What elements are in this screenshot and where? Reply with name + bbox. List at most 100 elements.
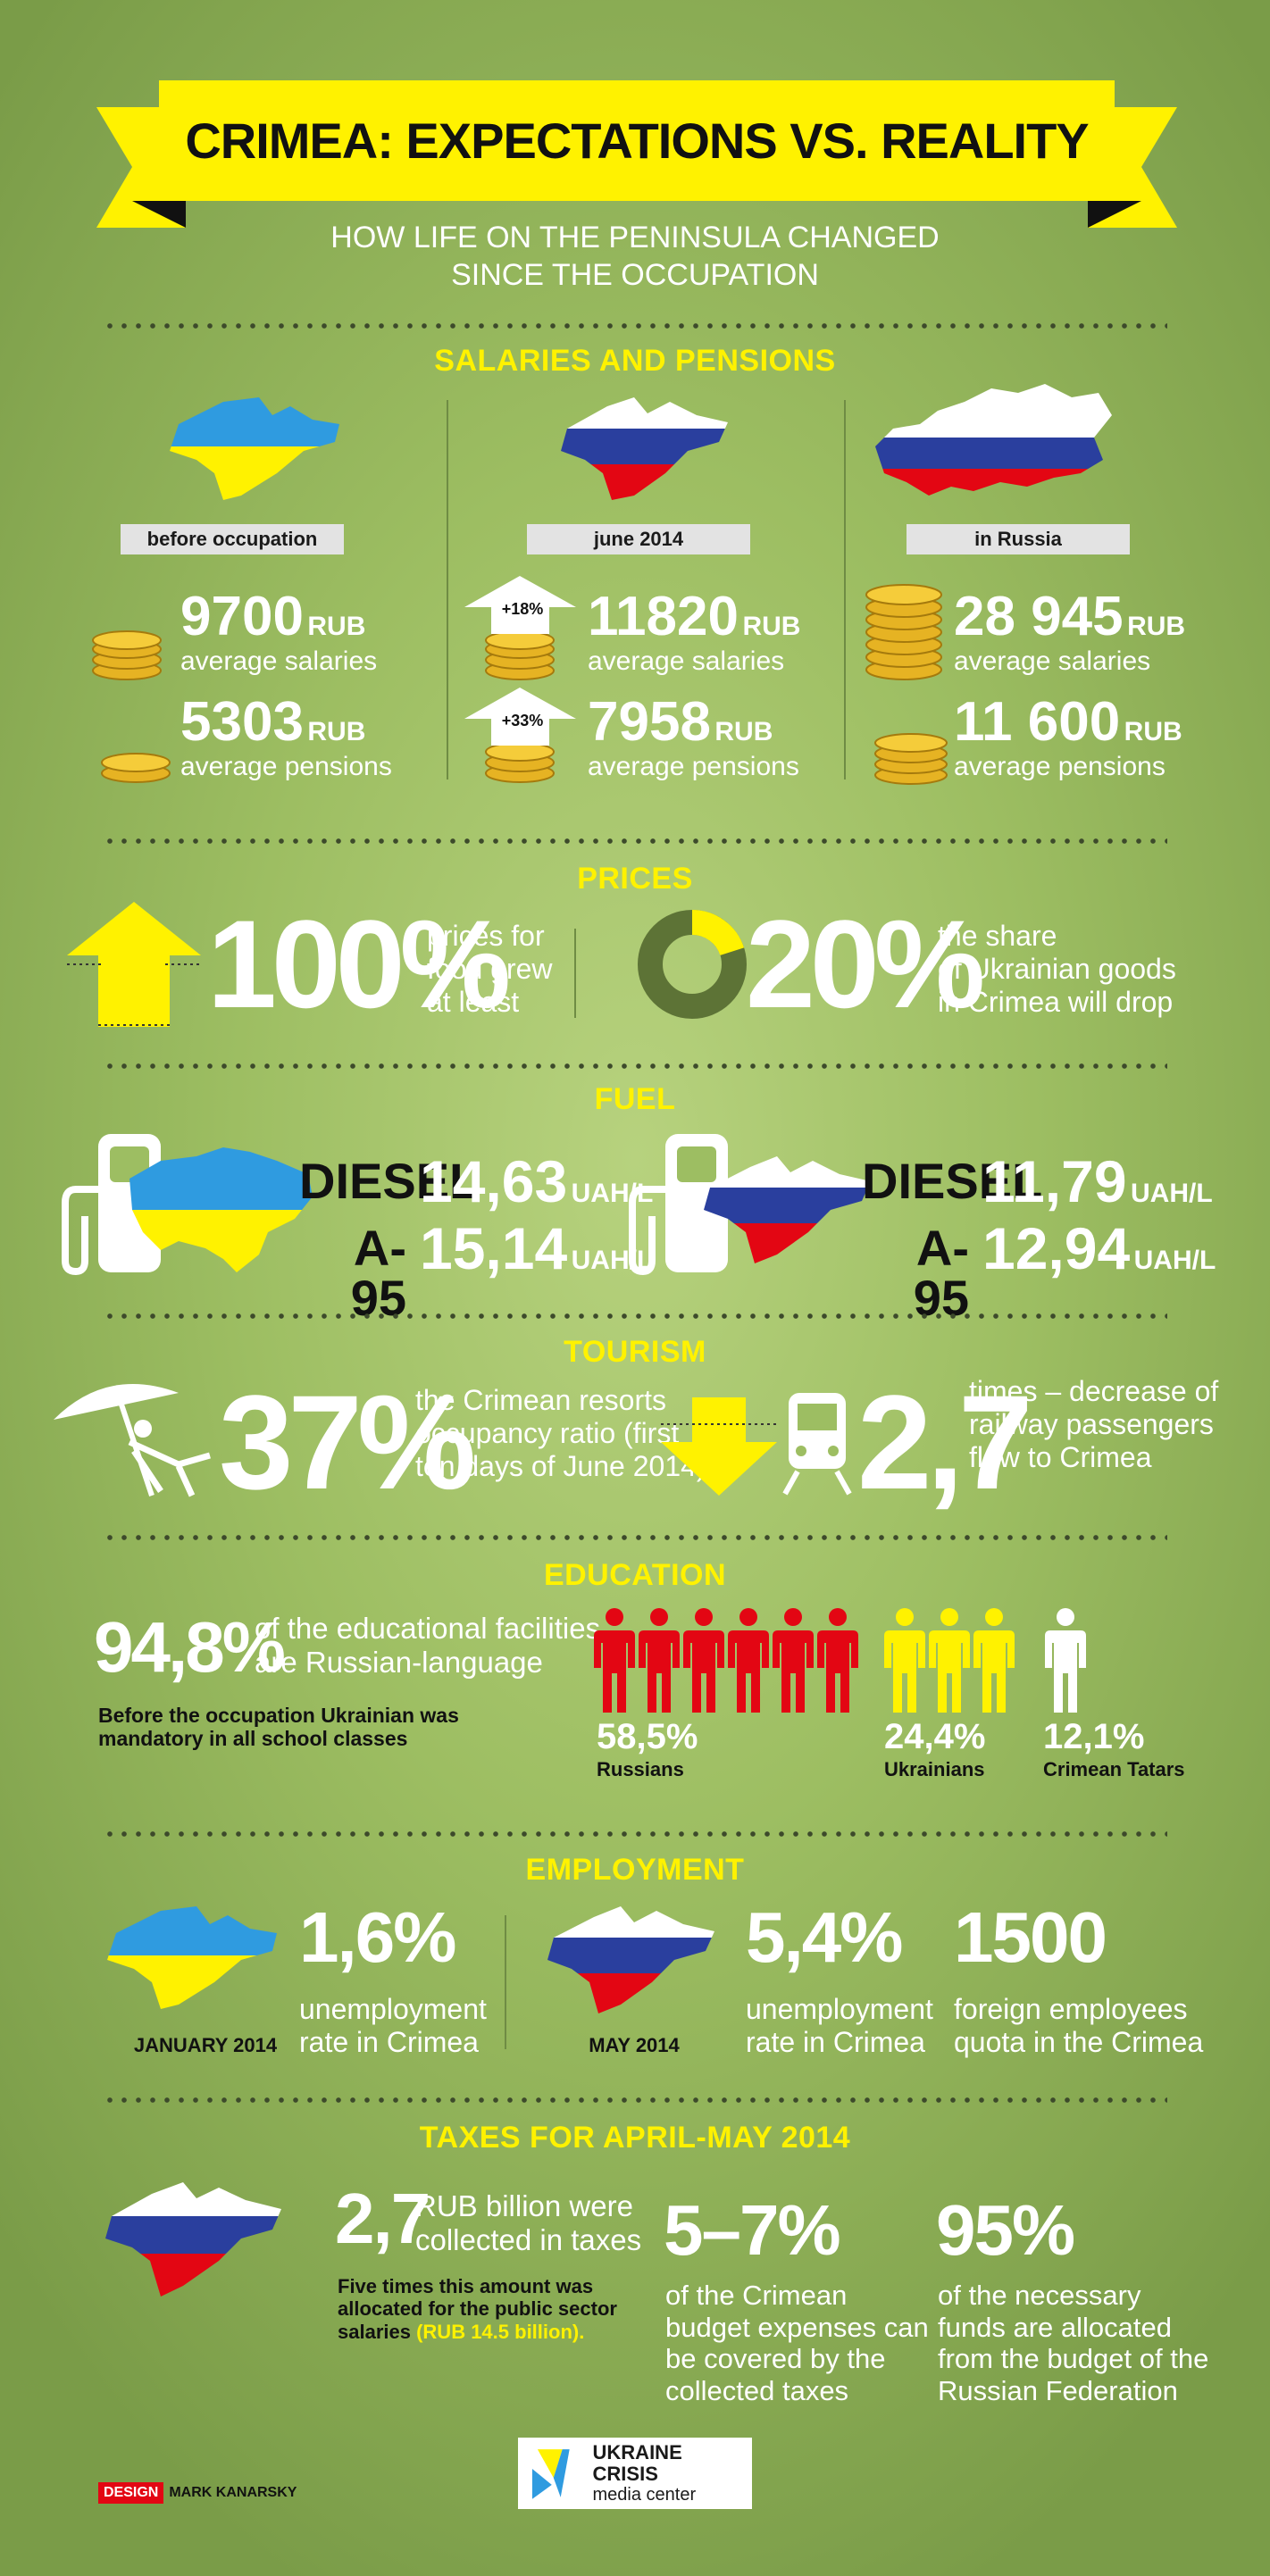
a95-price-right: 12,94 UAH/L xyxy=(982,1219,1216,1278)
caption-line: ten days of June 2014) xyxy=(415,1449,706,1482)
section-title-education: EDUCATION xyxy=(543,1558,727,1592)
train-icon xyxy=(782,1393,852,1496)
caption-line: of Ukrainian goods xyxy=(938,952,1176,985)
caption-line: times – decrease of xyxy=(969,1375,1219,1407)
caption-line: are Russian-language xyxy=(255,1645,543,1679)
pension-caption: average pensions xyxy=(588,752,799,781)
rail-caption: times – decrease of railway passengers f… xyxy=(969,1375,1218,1473)
fuel-unit: UAH/L xyxy=(1133,1246,1216,1275)
facilities-caption: of the educational facilities are Russia… xyxy=(255,1612,600,1680)
caption-line: the share xyxy=(938,920,1057,952)
fuel-unit: UAH/L xyxy=(571,1179,654,1208)
fuel-pump-icon xyxy=(62,1134,161,1276)
note-line: Before the occupation Ukrainian was xyxy=(98,1704,459,1727)
design-tag: DESIGN xyxy=(98,2482,164,2504)
group-label: Crimean Tatars xyxy=(1043,1758,1185,1780)
a95-label: A-95 xyxy=(350,1220,406,1326)
section-title-employment: EMPLOYMENT xyxy=(525,1853,745,1887)
pension-value: 7958 xyxy=(588,691,711,753)
caption-line: RUB billion were xyxy=(415,2189,633,2222)
subtitle-line-2: SINCE THE OCCUPATION xyxy=(451,258,819,292)
caption-line: in Crimea will drop xyxy=(938,985,1174,1018)
unemployment-may-value: 5,4% xyxy=(746,1897,903,1977)
employment-date-may: MAY 2014 xyxy=(589,2034,680,2056)
facilities-value: 94,8% xyxy=(94,1607,286,1687)
budget-cover-caption: of the Crimean budget expenses can be co… xyxy=(665,2280,929,2407)
caption-line: quota in the Crimea xyxy=(954,2025,1204,2058)
section-title-prices: PRICES xyxy=(577,862,693,896)
a95-price-left: 15,14 UAH/L xyxy=(420,1219,653,1278)
crimea-russia-flag-map xyxy=(561,397,728,500)
caption-line: Russian Federation xyxy=(938,2374,1178,2406)
pension-caption: average pensions xyxy=(954,752,1166,781)
a95-price-value: 15,14 xyxy=(420,1215,568,1281)
salary-caption: average salaries xyxy=(180,646,378,676)
salary-change-badge: +18% xyxy=(501,600,544,618)
tag-in-russia: in Russia xyxy=(907,524,1130,554)
note-line: mandatory in all school classes xyxy=(98,1727,408,1751)
pension-change-badge: +33% xyxy=(501,712,544,729)
subtitle-line-1: HOW LIFE ON THE PENINSULA CHANGED xyxy=(330,221,940,254)
food-price-value: 100% xyxy=(207,894,511,1034)
caption-line: rate in Crimea xyxy=(299,2025,479,2058)
salary-caption: average salaries xyxy=(954,646,1151,676)
people-group-ukrainians xyxy=(884,1607,1015,1714)
group-label: Ukrainians xyxy=(884,1758,985,1780)
salary-unit: RUB xyxy=(307,612,366,641)
title-ribbon xyxy=(96,80,1177,228)
tag-june-2014: june 2014 xyxy=(527,524,750,554)
divider xyxy=(103,322,1167,329)
a95-price-value: 12,94 xyxy=(982,1215,1131,1281)
group-tatars: 12,1% Crimean Tatars xyxy=(1043,1719,1185,1781)
uccm-logo: UKRAINE CRISIS media center xyxy=(518,2438,752,2509)
crimea-ukraine-flag-map xyxy=(107,1906,277,2009)
beach-umbrella-icon xyxy=(54,1384,211,1497)
uccm-logo-mark-icon xyxy=(531,2449,570,2499)
section-title-salaries: SALARIES AND PENSIONS xyxy=(434,344,836,378)
taxes-collected-value: 2,7 xyxy=(335,2179,430,2258)
pension-before: 5303 RUB average pensions xyxy=(180,695,392,782)
taxes-collected-caption: RUB billion were collected in taxes xyxy=(415,2189,641,2257)
person-icon xyxy=(929,1608,970,1713)
unemployment-jan-caption: unemployment rate in Crimea xyxy=(299,1993,487,2059)
rail-decrease-value: 2,7 xyxy=(857,1367,1033,1517)
person-icon xyxy=(594,1608,635,1713)
increase-arrow-icon xyxy=(464,688,576,746)
caption-line: of the Crimean xyxy=(665,2280,848,2311)
section-title-tourism: TOURISM xyxy=(564,1335,706,1369)
divider xyxy=(103,2097,1167,2104)
taxes-note: Five times this amount was allocated for… xyxy=(338,2275,617,2343)
group-value: 24,4% xyxy=(884,1717,986,1756)
decrease-arrow-icon xyxy=(661,1397,777,1496)
pension-value: 5303 xyxy=(180,691,304,753)
coin-stack-icon xyxy=(485,742,555,783)
salary-value: 11820 xyxy=(588,586,739,647)
share-donut-slice xyxy=(638,910,747,1019)
diesel-price-right: 11,79 UAH/L xyxy=(982,1152,1213,1211)
coin-stack-icon xyxy=(92,630,162,680)
caption-line: collected in taxes xyxy=(415,2222,642,2256)
person-icon xyxy=(884,1608,925,1713)
uccm-logo-text: UKRAINE CRISIS media center xyxy=(593,2441,752,2505)
pension-unit: RUB xyxy=(714,717,773,746)
caption-line: collected taxes xyxy=(665,2374,849,2406)
caption-line: foreign employees xyxy=(954,1993,1188,2025)
caption-line: flow to Crimea xyxy=(969,1440,1152,1473)
budget-cover-value: 5–7% xyxy=(664,2190,841,2270)
pension-june: 7958 RUB average pensions xyxy=(588,695,799,782)
group-value: 58,5% xyxy=(597,1717,698,1756)
salary-before: 9700 RUB average salaries xyxy=(180,589,377,677)
education-note: Before the occupation Ukrainian was mand… xyxy=(98,1704,459,1751)
note-line: salaries (RUB 14.5 billion). xyxy=(338,2321,617,2343)
share-donut-chart xyxy=(638,910,747,1019)
russia-flag-map xyxy=(875,384,1112,496)
increase-arrow-icon xyxy=(464,576,576,634)
salary-value: 28 945 xyxy=(954,586,1124,647)
coin-stack-icon xyxy=(874,733,948,785)
russian-funds-caption: of the necessary funds are allocated fro… xyxy=(938,2280,1208,2407)
divider xyxy=(103,1534,1167,1541)
person-icon xyxy=(817,1608,858,1713)
caption-line: rate in Crimea xyxy=(746,2025,925,2058)
caption-line: budget expenses can xyxy=(665,2311,929,2343)
